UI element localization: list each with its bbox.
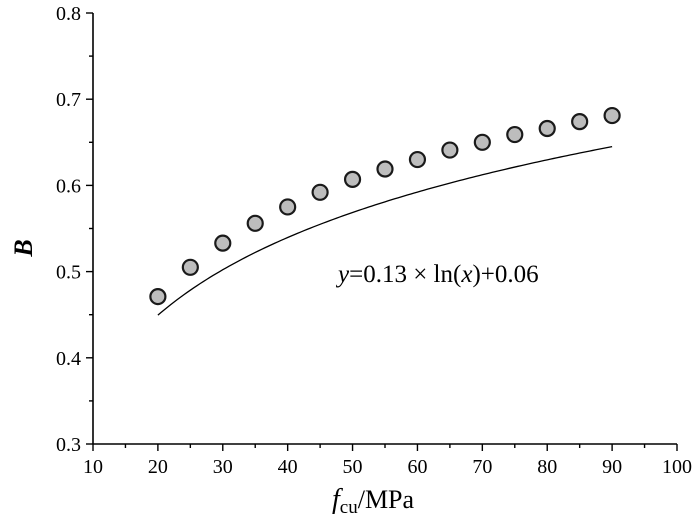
data-point: [603, 106, 621, 125]
x-tick-label: 30: [213, 456, 233, 478]
x-tick-label: 40: [278, 456, 298, 478]
data-point: [181, 258, 199, 276]
x-tick-label: 100: [662, 456, 692, 478]
data-point: [538, 119, 556, 138]
equation-variable: x: [460, 261, 472, 288]
y-tick-label: 0.4: [56, 348, 81, 370]
data-point: [376, 160, 394, 178]
y-tick-label: 0.3: [56, 434, 81, 456]
x-tick-label: 80: [537, 456, 557, 478]
data-point: [279, 198, 297, 216]
y-axis-title: B: [9, 239, 38, 257]
x-axis-title-unit: /MPa: [358, 485, 415, 514]
y-tick-label: 0.7: [56, 89, 81, 111]
y-tick-label: 0.8: [56, 3, 81, 25]
data-point: [246, 214, 264, 232]
x-tick-label: 20: [148, 456, 168, 478]
x-tick-label: 60: [407, 456, 427, 478]
axes: [92, 13, 677, 445]
data-point: [571, 113, 589, 131]
y-tick-label: 0.5: [56, 262, 81, 284]
data-points: [149, 106, 621, 306]
x-axis-title-subscript: cu: [340, 497, 358, 518]
data-point: [311, 183, 329, 201]
data-point: [408, 150, 427, 169]
x-tick-label: 90: [602, 456, 622, 478]
data-point: [214, 234, 232, 252]
data-point: [343, 170, 362, 188]
x-tick-label: 70: [472, 456, 492, 478]
x-tick-label: 50: [343, 456, 363, 478]
x-axis-title-main: f: [332, 484, 343, 515]
data-point: [506, 125, 524, 144]
equation-middle: =0.13 × ln(: [349, 261, 461, 288]
fit-equation: y=0.13 × ln(x)+0.06: [335, 261, 539, 288]
y-tick-label: 0.6: [56, 175, 81, 197]
x-tick-label: 10: [83, 456, 103, 478]
fit-curve: [157, 145, 613, 316]
data-point: [149, 287, 167, 306]
data-point: [441, 141, 459, 159]
y-ticks: 0.3 0.4 0.5 0.6 0.7 0.8: [56, 3, 93, 456]
x-ticks: 10 20 30 40 50 60 70 80 90 100: [83, 444, 692, 478]
equation-lhs: y: [335, 261, 350, 288]
x-axis-title: fcu/MPa: [332, 484, 415, 518]
data-point: [473, 133, 491, 151]
equation-end: )+0.06: [472, 261, 538, 288]
